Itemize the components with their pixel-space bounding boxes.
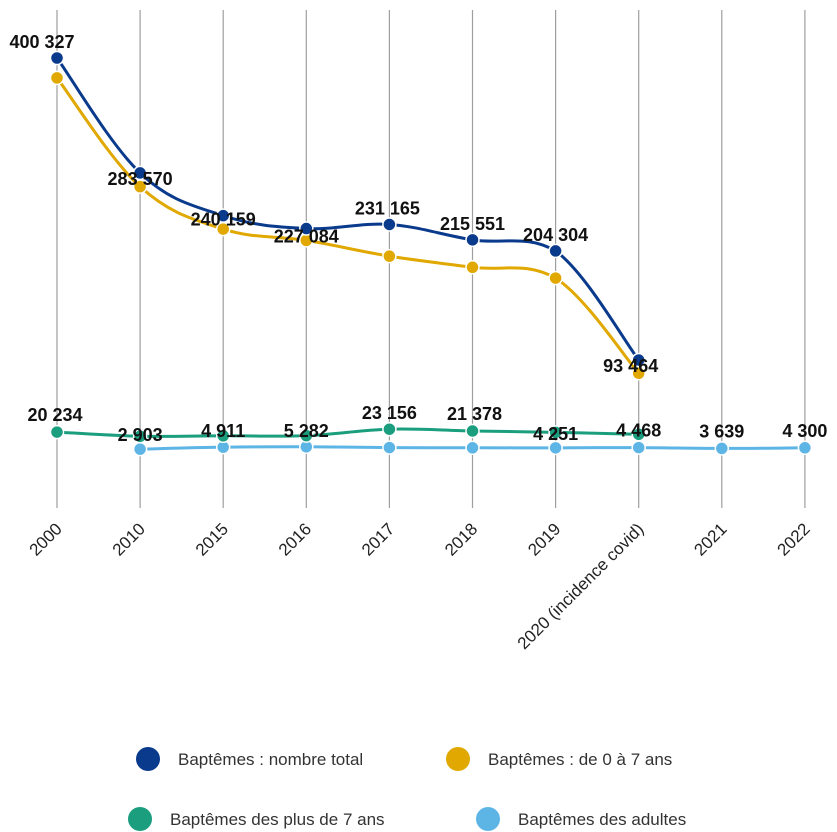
data-point xyxy=(465,440,480,456)
grid-lines xyxy=(56,10,806,508)
data-label: 20 234 xyxy=(27,405,82,425)
series-0 xyxy=(49,50,646,368)
series-2 xyxy=(49,421,646,444)
data-label: 215 551 xyxy=(440,214,505,234)
data-point xyxy=(465,423,480,439)
series-lines xyxy=(49,50,813,457)
data-label: 4 251 xyxy=(533,424,578,444)
data-point xyxy=(382,217,397,232)
x-tick-label: 2018 xyxy=(441,519,481,559)
data-point xyxy=(49,70,65,86)
x-tick-label: 2015 xyxy=(192,519,232,559)
legend-swatch xyxy=(446,747,470,771)
data-label: 227 084 xyxy=(274,227,339,247)
data-point xyxy=(215,428,231,444)
legend-item-3: Baptêmes des adultes xyxy=(476,807,686,831)
series-3 xyxy=(132,439,813,457)
legend-label: Baptêmes des adultes xyxy=(518,810,686,829)
data-point xyxy=(714,441,730,456)
data-point xyxy=(49,424,65,440)
data-label: 3 639 xyxy=(699,421,744,441)
legend-label: Baptêmes des plus de 7 ans xyxy=(170,810,385,829)
data-label: 400 327 xyxy=(9,32,74,52)
data-point xyxy=(382,421,397,437)
data-point xyxy=(49,50,65,66)
data-label: 2 903 xyxy=(118,425,163,445)
legend-swatch xyxy=(136,747,160,771)
data-point xyxy=(132,165,148,181)
data-label: 23 156 xyxy=(362,403,417,423)
series-line xyxy=(55,57,640,361)
data-point xyxy=(299,428,314,443)
data-label: 4 300 xyxy=(782,421,827,441)
x-tick-label: 2000 xyxy=(26,519,66,559)
x-tick-label: 2017 xyxy=(358,519,398,559)
legend-label: Baptêmes : de 0 à 7 ans xyxy=(488,750,672,769)
data-label: 93 464 xyxy=(603,356,658,376)
data-point xyxy=(299,221,314,236)
series-1 xyxy=(49,70,646,381)
legend-swatch xyxy=(476,807,500,831)
data-point xyxy=(548,243,563,259)
data-point xyxy=(465,232,480,248)
data-point xyxy=(548,425,563,440)
x-tick-label: 2022 xyxy=(774,519,814,559)
data-point xyxy=(631,427,646,442)
data-label: 231 165 xyxy=(355,198,420,218)
data-label: 4 911 xyxy=(201,421,245,441)
data-label: 5 282 xyxy=(284,421,329,441)
data-point xyxy=(132,429,148,444)
legend: Baptêmes : nombre total Baptêmes : de 0 à… xyxy=(128,747,686,831)
data-label: 204 304 xyxy=(523,225,588,245)
data-point xyxy=(548,440,563,456)
legend-item-2: Baptêmes des plus de 7 ans xyxy=(128,807,385,831)
legend-label: Baptêmes : nombre total xyxy=(178,750,363,769)
legend-swatch xyxy=(128,807,152,831)
data-labels: 400 327 283 570 240 159 227 084 231 165 215 5… xyxy=(9,32,827,445)
x-tick-label: 2019 xyxy=(524,519,564,559)
data-point xyxy=(797,440,813,456)
x-tick-label: 2021 xyxy=(690,519,730,559)
x-tick-label: 2010 xyxy=(109,519,149,559)
data-label: 21 378 xyxy=(447,404,502,424)
x-tick-label: 2016 xyxy=(275,519,315,559)
data-point xyxy=(382,248,397,264)
legend-item-1: Baptêmes : de 0 à 7 ans xyxy=(446,747,672,771)
data-point xyxy=(465,260,480,275)
series-line xyxy=(56,427,639,438)
data-label: 240 159 xyxy=(191,210,256,230)
data-label: 283 570 xyxy=(108,169,173,189)
data-point xyxy=(631,440,646,455)
data-label: 4 468 xyxy=(616,421,661,441)
data-point xyxy=(382,440,397,455)
legend-item-0: Baptêmes : nombre total xyxy=(136,747,363,771)
data-point xyxy=(548,270,563,286)
data-point xyxy=(215,208,231,223)
data-point xyxy=(631,352,646,368)
